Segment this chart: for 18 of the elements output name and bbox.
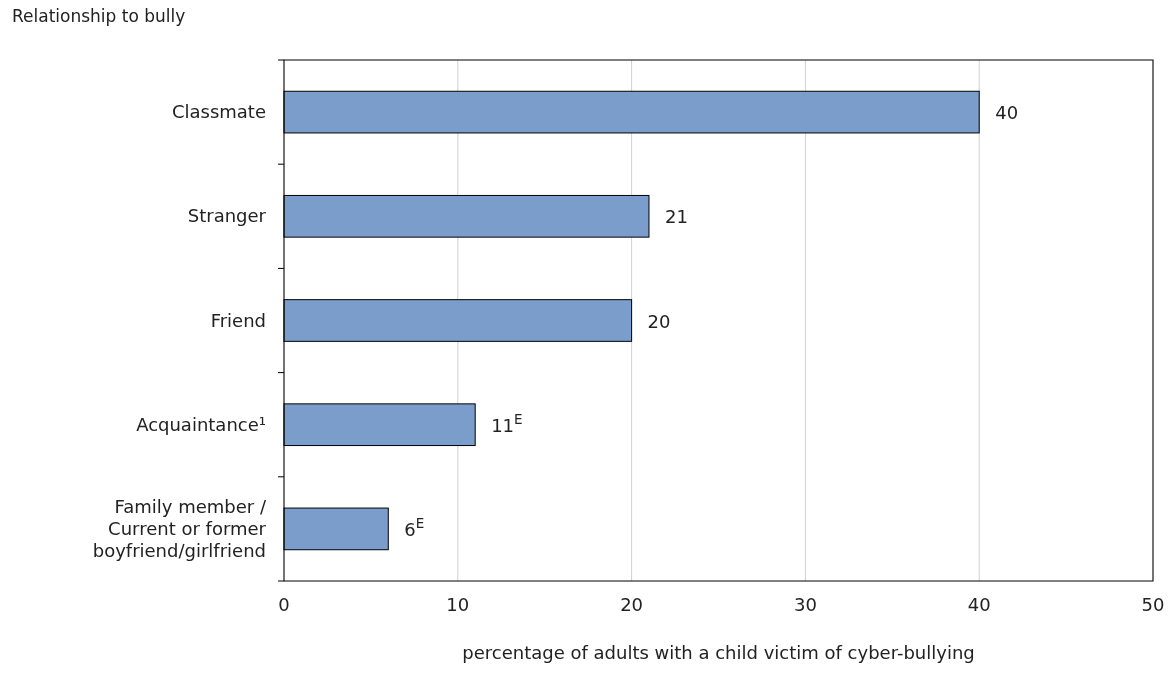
y-tick-label: Family member / Current or former boyfriend/girlfriend [92,495,267,561]
x-tick-label: 10 [446,594,470,615]
x-tick-label: 40 [967,594,991,615]
x-tick-label: 50 [1141,594,1165,615]
data-label: 20 [647,310,671,332]
y-tick-label: Classmate [171,101,266,123]
y-axis-title: Relationship to bully [12,6,186,26]
y-tick-label: Acquaintance¹ [136,413,266,435]
x-tick-label: 0 [278,594,290,615]
x-tick-label: 20 [620,594,644,615]
y-tick-label: Friend [210,309,266,331]
data-label: 40 [995,102,1019,124]
x-axis-title: percentage of adults with a child victim of cyber-bullying [462,642,975,663]
data-label: 21 [664,206,688,228]
data-label: 6$^{E}$ [404,514,425,540]
y-tick-label: Stranger [187,205,267,227]
x-tick-label: 30 [793,594,817,615]
data-label: 11$^{E}$ [491,410,523,436]
